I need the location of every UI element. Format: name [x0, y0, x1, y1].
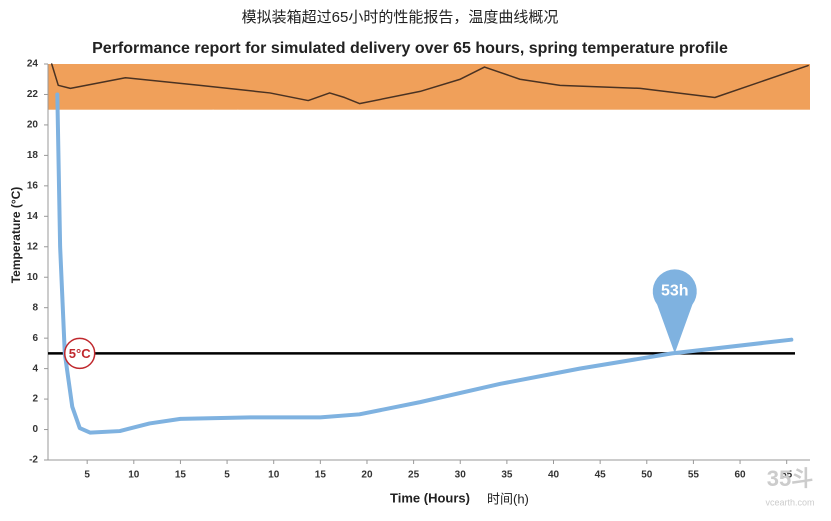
x-tick-label: 15 [315, 470, 327, 481]
threshold-label: 5°C [69, 346, 91, 361]
band-label: Ambient Temperature [60, 113, 173, 125]
x-tick-label: 25 [408, 470, 420, 481]
x-axis-label: Time (Hours) [390, 490, 470, 505]
y-axis-label: Temperature (°C) [9, 187, 23, 284]
x-tick-label: 55 [688, 470, 700, 481]
y-tick-label: 8 [32, 302, 38, 313]
y-tick-label: 6 [32, 333, 38, 344]
ambient-band [48, 64, 810, 110]
x-tick-label: 40 [548, 470, 560, 481]
y-tick-label: 4 [32, 363, 38, 374]
x-tick-label: 10 [128, 470, 140, 481]
threshold-badge [63, 337, 96, 370]
y-tick-label: 12 [27, 241, 39, 252]
y-tick-label: 18 [27, 150, 39, 161]
series-line [55, 92, 794, 435]
x-tick-label: 5 [224, 470, 230, 481]
x-tick-label: 30 [455, 470, 467, 481]
y-tick-label: 14 [27, 211, 39, 222]
series-line [50, 63, 809, 105]
x-tick-label: 15 [175, 470, 187, 481]
band-label-cn: 环境温度 [192, 109, 244, 124]
x-tick-label: 65 [781, 470, 793, 481]
y-tick-label: 10 [27, 272, 39, 283]
y-tick-label: 22 [27, 89, 39, 100]
y-tick-label: 24 [27, 59, 39, 70]
watermark: 35斗 [767, 466, 813, 491]
x-tick-label: 45 [595, 470, 607, 481]
x-tick-label: 50 [641, 470, 653, 481]
x-tick-label: 20 [361, 470, 373, 481]
y-tick-label: 0 [32, 424, 38, 435]
chart-title-cn: 模拟装箱超过65小时的性能报告，温度曲线概况 [242, 9, 559, 26]
y-tick-label: 16 [27, 180, 39, 191]
x-tick-label: 5 [84, 470, 90, 481]
x-tick-label: 60 [734, 470, 746, 481]
y-tick-label: 2 [32, 394, 38, 405]
chart-title: Performance report for simulated deliver… [92, 40, 728, 57]
x-axis-label-cn: 时间(h) [487, 491, 529, 506]
x-tick-label: 10 [268, 470, 280, 481]
x-tick-label: 35 [501, 470, 513, 481]
marker-label: 53h [661, 283, 689, 300]
watermark-url: vcearth.com [765, 497, 814, 507]
time-marker [652, 269, 697, 354]
y-tick-label: -2 [29, 455, 38, 466]
y-tick-label: 20 [27, 120, 39, 131]
